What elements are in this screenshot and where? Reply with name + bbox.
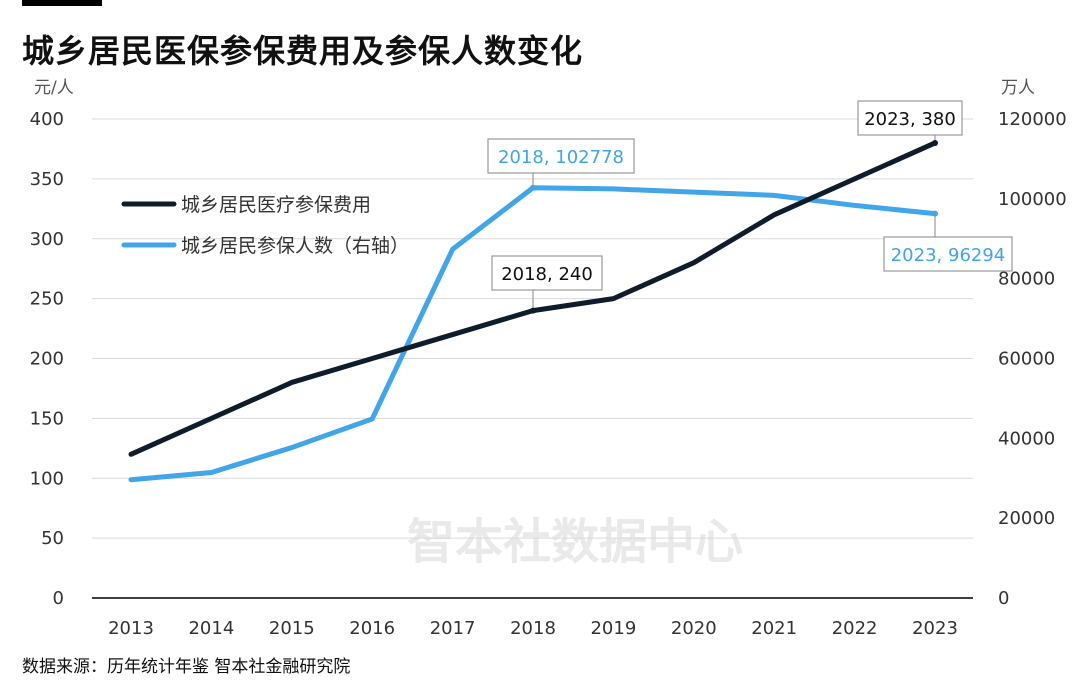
callout-box — [857, 100, 963, 136]
annotation-callout: 2018, 240 — [491, 255, 603, 314]
annotation-callout: 2023, 96294 — [883, 210, 1013, 272]
x-tick-label: 2017 — [430, 618, 476, 639]
right-axis-unit: 万人 — [1001, 78, 1035, 98]
right-tick-label: 60000 — [998, 349, 1055, 370]
callout-point — [530, 307, 536, 314]
left-tick-label: 250 — [30, 289, 64, 310]
x-tick-label: 2021 — [751, 618, 797, 639]
callout-label: 2023, 96294 — [891, 245, 1006, 266]
x-tick-label: 2015 — [269, 618, 315, 639]
series-line-enrollment — [128, 185, 938, 483]
data-source: 数据来源：历年统计年鉴 智本社金融研究院 — [22, 657, 351, 677]
callout-point — [932, 139, 938, 146]
watermark: 智本社数据中心 — [407, 514, 743, 570]
left-axis-unit: 元/人 — [34, 78, 74, 98]
x-tick-label: 2016 — [349, 618, 395, 639]
x-tick-label: 2022 — [832, 618, 878, 639]
title-accent-bar — [22, 0, 102, 6]
right-tick-label: 0 — [998, 588, 1009, 609]
right-tick-label: 20000 — [998, 508, 1055, 529]
callout-point — [530, 184, 536, 191]
right-tick-label: 100000 — [998, 189, 1067, 210]
x-tick-label: 2014 — [188, 618, 234, 639]
x-axis-ticks: 2013 2014 2015 2016 2017 2018 2019 2020 2021 2022… — [108, 618, 958, 639]
callout-box — [883, 236, 1013, 272]
right-tick-label: 120000 — [998, 109, 1067, 130]
x-tick-label: 2018 — [510, 618, 556, 639]
callout-label: 2018, 102778 — [498, 147, 624, 168]
left-tick-label: 400 — [30, 109, 64, 130]
x-tick-label: 2023 — [912, 618, 958, 639]
x-tick-label: 2020 — [671, 618, 717, 639]
callout-box — [487, 138, 635, 174]
right-axis-ticks: 0 20000 40000 60000 80000 100000 120000 — [998, 109, 1067, 609]
left-tick-label: 350 — [30, 169, 64, 190]
right-tick-label: 40000 — [998, 428, 1055, 449]
x-tick-label: 2019 — [590, 618, 636, 639]
callout-label: 2023, 380 — [864, 109, 956, 130]
left-tick-label: 50 — [41, 528, 64, 549]
left-tick-label: 100 — [30, 468, 64, 489]
callout-box — [491, 255, 603, 291]
left-tick-label: 150 — [30, 408, 64, 429]
left-tick-label: 300 — [30, 229, 64, 250]
annotation-callout: 2018, 102778 — [487, 138, 635, 191]
left-tick-label: 0 — [53, 588, 64, 609]
right-tick-label: 80000 — [998, 269, 1055, 290]
legend-label: 城乡居民参保人数（右轴） — [181, 235, 409, 257]
chart-title: 城乡居民医保参保费用及参保人数变化 — [22, 32, 584, 70]
callout-label: 2018, 240 — [501, 264, 593, 285]
x-tick-label: 2013 — [108, 618, 154, 639]
left-tick-label: 200 — [30, 349, 64, 370]
left-axis-ticks: 0 50 100 150 200 250 300 350 400 — [30, 109, 64, 609]
annotation-callout: 2023, 380 — [857, 100, 963, 146]
legend-label: 城乡居民医疗参保费用 — [181, 194, 371, 216]
annotations: 2018, 102778 2018, 240 2023, 380 2023, 9629… — [487, 100, 1013, 314]
callout-point — [932, 210, 938, 217]
